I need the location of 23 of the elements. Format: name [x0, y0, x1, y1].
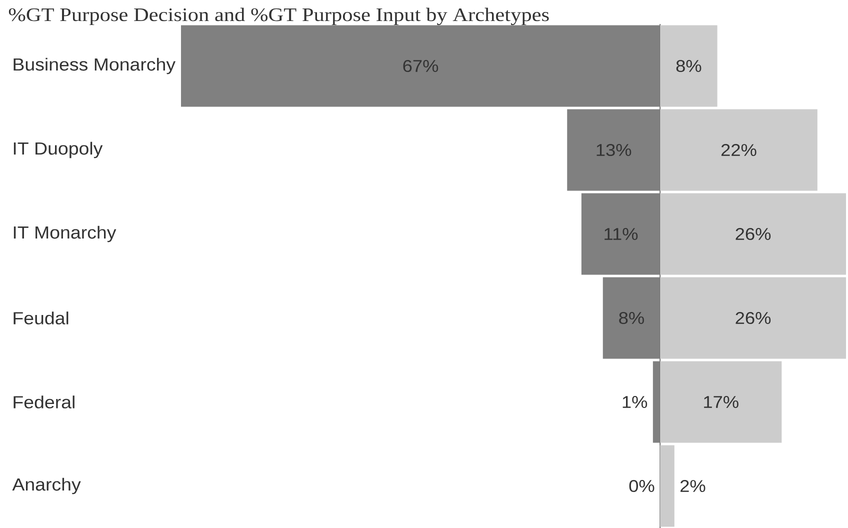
data-label: 11%: [604, 228, 638, 240]
y-tick-label: Business Monarchy: [14, 58, 176, 74]
data-label: 2%: [680, 480, 706, 492]
data-label: 22%: [721, 144, 756, 156]
data-label: 8%: [676, 60, 702, 72]
y-tick-label: IT Duopoly: [14, 142, 103, 158]
y-tick-label: Anarchy: [12, 478, 81, 494]
chart-title: %GT Purpose Decision and %GT Purpose Input by Archetypes: [8, 8, 549, 26]
data-label: 67%: [403, 60, 438, 72]
bar: [602, 277, 660, 359]
data-label: 13%: [596, 144, 632, 156]
data-label: 0%: [629, 480, 654, 492]
data-label: 8%: [619, 312, 644, 324]
data-label: 1%: [622, 396, 648, 408]
y-tick-label: IT Monarchy: [14, 226, 116, 242]
data-label: 17%: [704, 396, 738, 408]
bar: [660, 25, 718, 107]
bar: [652, 361, 660, 443]
y-tick-label: Feudal: [14, 312, 68, 324]
bar: [660, 445, 674, 527]
data-label: 26%: [736, 228, 771, 240]
y-tick-label: Federal: [14, 396, 74, 408]
data-label: 26%: [736, 312, 771, 324]
